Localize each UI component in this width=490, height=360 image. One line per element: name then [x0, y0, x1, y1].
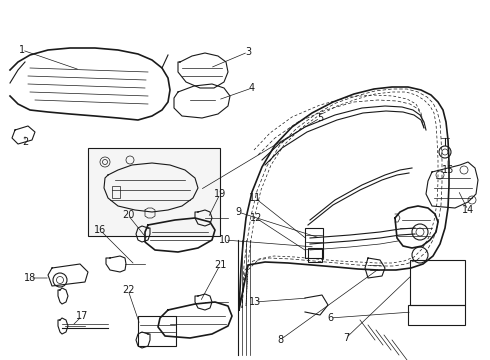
Bar: [305, 228, 323, 258]
Text: 8: 8: [277, 335, 283, 345]
Text: 11: 11: [249, 193, 261, 203]
Text: 17: 17: [76, 311, 88, 321]
Text: 21: 21: [214, 260, 226, 270]
Bar: [410, 260, 465, 305]
Bar: [112, 186, 120, 198]
Text: 5: 5: [317, 113, 323, 123]
Text: 10: 10: [219, 235, 231, 245]
Text: 9: 9: [235, 207, 241, 217]
Text: 7: 7: [343, 333, 349, 343]
Text: 16: 16: [94, 225, 106, 235]
Text: 18: 18: [24, 273, 36, 283]
Text: 4: 4: [249, 83, 255, 93]
Bar: [138, 316, 176, 346]
Text: 22: 22: [122, 285, 134, 295]
Text: 20: 20: [122, 210, 134, 220]
Text: 14: 14: [462, 205, 474, 215]
Text: 13: 13: [249, 297, 261, 307]
Text: 15: 15: [442, 165, 454, 175]
Bar: [308, 248, 322, 262]
Text: 3: 3: [245, 47, 251, 57]
Bar: [88, 148, 220, 236]
Text: 12: 12: [250, 213, 262, 223]
Text: 1: 1: [19, 45, 25, 55]
Text: 2: 2: [22, 137, 28, 147]
Text: 6: 6: [327, 313, 333, 323]
Bar: [408, 305, 465, 325]
Text: 19: 19: [214, 189, 226, 199]
